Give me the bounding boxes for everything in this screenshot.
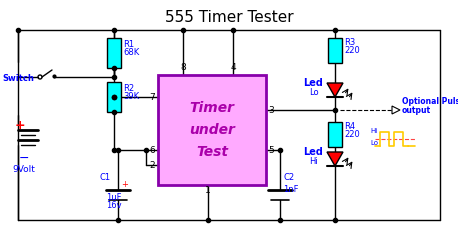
Text: Hi: Hi bbox=[370, 128, 377, 134]
Text: 39K: 39K bbox=[123, 92, 139, 101]
Text: Lo: Lo bbox=[370, 140, 378, 146]
Text: 1uF: 1uF bbox=[106, 193, 122, 202]
Text: under: under bbox=[189, 123, 235, 137]
Bar bbox=[107, 82, 121, 112]
Text: 2: 2 bbox=[149, 160, 155, 170]
Text: Optional Pulse: Optional Pulse bbox=[402, 97, 458, 106]
Text: 5: 5 bbox=[268, 146, 274, 155]
Text: C1: C1 bbox=[100, 173, 111, 182]
Text: 6: 6 bbox=[149, 146, 155, 155]
Bar bbox=[328, 38, 342, 63]
Text: Test: Test bbox=[196, 145, 228, 159]
Text: Switch: Switch bbox=[2, 73, 34, 83]
Text: R1: R1 bbox=[123, 40, 134, 49]
Text: 7: 7 bbox=[149, 93, 155, 102]
Text: output: output bbox=[402, 106, 431, 115]
Text: 220: 220 bbox=[344, 130, 360, 139]
Text: 3: 3 bbox=[268, 105, 274, 114]
Text: Lo: Lo bbox=[309, 88, 319, 97]
Bar bbox=[107, 38, 121, 68]
Text: 555 Timer Tester: 555 Timer Tester bbox=[165, 10, 293, 25]
Text: Led: Led bbox=[303, 78, 323, 88]
Text: Hi: Hi bbox=[309, 157, 318, 166]
Bar bbox=[328, 122, 342, 147]
Text: C2: C2 bbox=[283, 173, 294, 182]
Bar bbox=[158, 75, 266, 185]
Text: +: + bbox=[121, 180, 128, 189]
Text: 1nF: 1nF bbox=[283, 185, 299, 194]
Text: 1: 1 bbox=[205, 186, 211, 195]
Text: 68K: 68K bbox=[123, 48, 139, 57]
Polygon shape bbox=[327, 83, 343, 97]
Text: Led: Led bbox=[303, 147, 323, 157]
Text: R4: R4 bbox=[344, 122, 355, 131]
Text: 8: 8 bbox=[180, 63, 186, 72]
Text: Timer: Timer bbox=[190, 101, 234, 115]
Polygon shape bbox=[327, 152, 343, 166]
Text: 16v: 16v bbox=[106, 201, 122, 210]
Text: R3: R3 bbox=[344, 38, 355, 47]
Text: 9Volt: 9Volt bbox=[12, 165, 35, 174]
Text: 4: 4 bbox=[230, 63, 236, 72]
Text: −: − bbox=[19, 152, 29, 165]
Text: R2: R2 bbox=[123, 84, 134, 93]
Text: +: + bbox=[15, 119, 25, 131]
Text: 220: 220 bbox=[344, 46, 360, 55]
